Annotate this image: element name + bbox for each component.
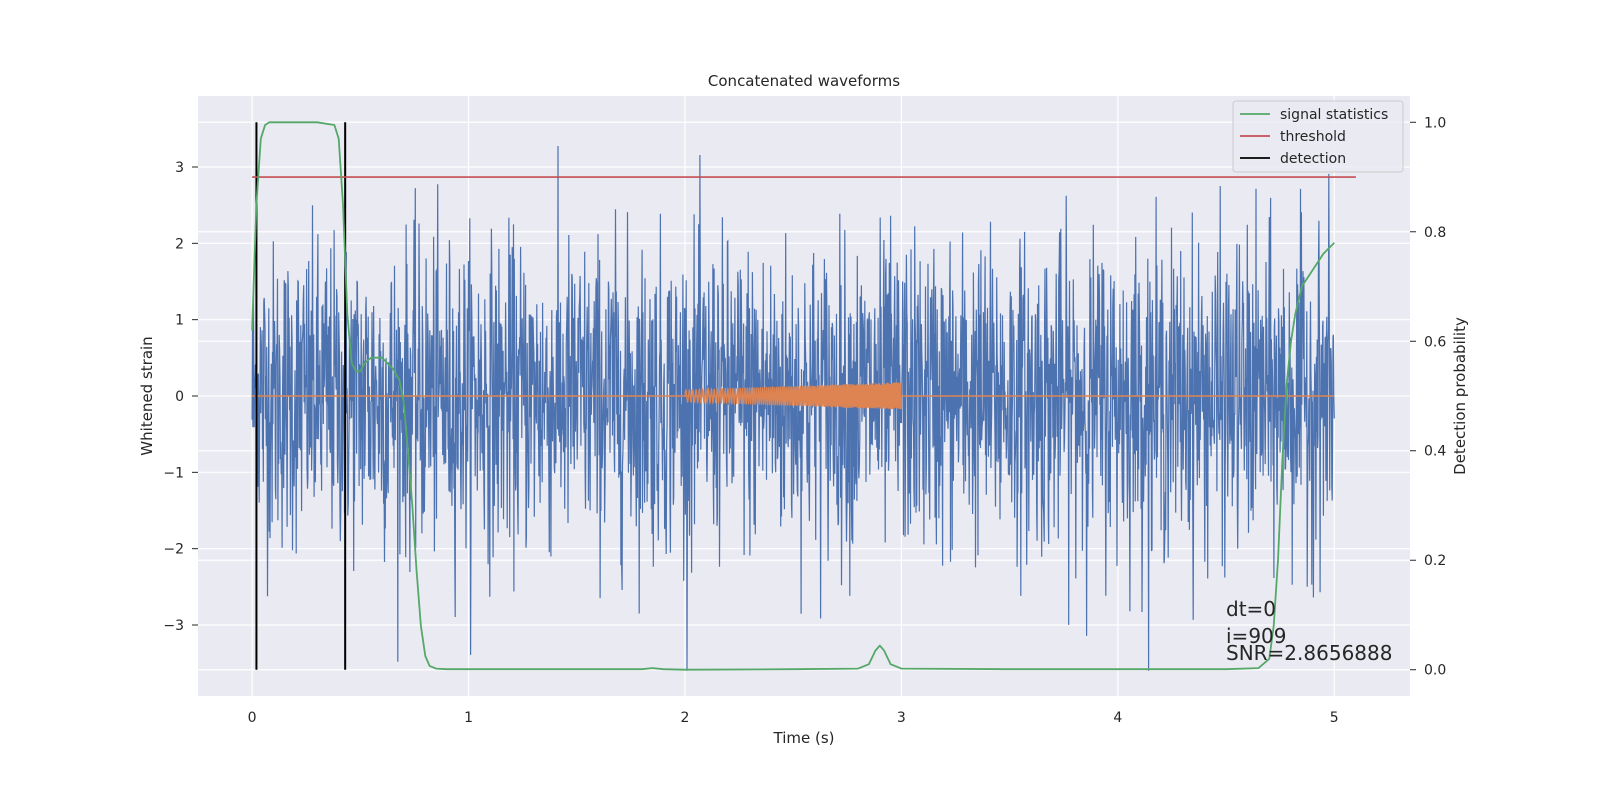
x-tick-label: 5 xyxy=(1330,710,1339,726)
legend-label-threshold: threshold xyxy=(1280,129,1346,145)
x-axis-label: Time (s) xyxy=(773,729,835,747)
left-tick-label: −3 xyxy=(163,618,184,634)
left-tick-label: 2 xyxy=(175,236,184,252)
left-tick-label: 3 xyxy=(175,160,184,176)
x-tick-label: 0 xyxy=(248,710,257,726)
annotations: dt=0 i=909 SNR=2.8656888 xyxy=(1226,597,1392,665)
annotation-index: i=909 xyxy=(1226,624,1287,648)
signal-statistics-line xyxy=(251,121,1335,671)
left-tick-labels: −3 −2 −1 0 1 2 3 xyxy=(163,160,198,634)
left-y-axis-label: Whitened strain xyxy=(138,336,156,455)
right-tick-label: 0.8 xyxy=(1424,225,1446,241)
right-tick-label: 0.2 xyxy=(1424,553,1446,569)
x-tick-labels: 0 1 2 3 4 5 xyxy=(248,710,1339,726)
legend-label-signal-statistics: signal statistics xyxy=(1280,107,1388,123)
legend: signal statistics threshold detection xyxy=(1232,100,1404,173)
x-tick-label: 1 xyxy=(464,710,473,726)
legend-box xyxy=(1232,100,1404,173)
legend-label-detection: detection xyxy=(1280,151,1346,167)
left-tick-label: −2 xyxy=(163,542,184,558)
x-tick-label: 4 xyxy=(1113,710,1122,726)
left-tick-label: 0 xyxy=(175,389,184,405)
right-tick-labels: 0.0 0.2 0.4 0.6 0.8 1.0 xyxy=(1410,115,1446,679)
series-layer xyxy=(251,121,1356,671)
chirp-template-line xyxy=(684,382,902,410)
left-tick-label: 1 xyxy=(175,313,184,329)
strain-noise-line xyxy=(251,145,1335,671)
left-tick-label: −1 xyxy=(163,465,184,481)
right-tick-label: 0.0 xyxy=(1424,663,1446,679)
chart-title: Concatenated waveforms xyxy=(708,72,900,90)
right-tick-label: 0.4 xyxy=(1424,444,1446,460)
right-y-axis-label: Detection probability xyxy=(1451,317,1469,475)
x-tick-label: 2 xyxy=(681,710,690,726)
x-tick-label: 3 xyxy=(897,710,906,726)
annotation-snr: SNR=2.8656888 xyxy=(1226,641,1392,665)
annotation-dt: dt=0 xyxy=(1226,597,1276,621)
right-tick-label: 0.6 xyxy=(1424,334,1446,350)
right-tick-label: 1.0 xyxy=(1424,115,1446,131)
